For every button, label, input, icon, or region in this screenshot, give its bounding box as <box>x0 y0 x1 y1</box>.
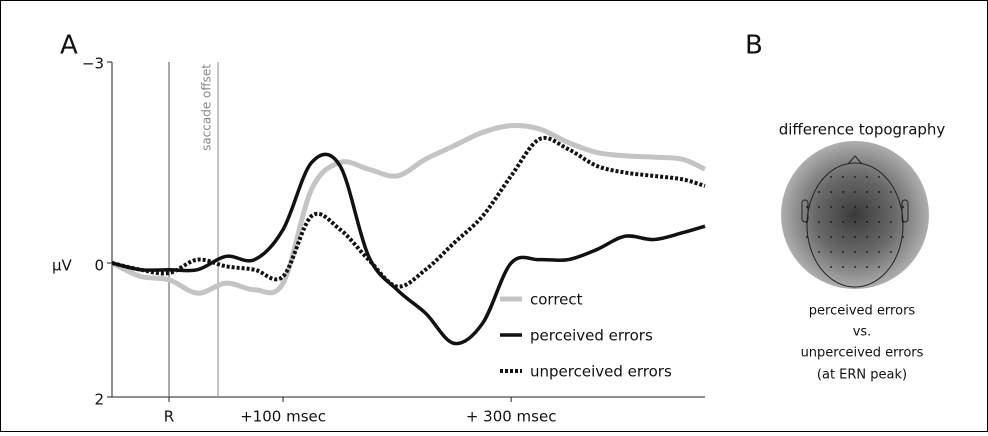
topography-caption: (at ERN peak) <box>817 368 907 383</box>
x-tick-label: +100 msec <box>240 408 326 426</box>
electrode <box>854 176 856 178</box>
legend-label: perceived errors <box>530 327 653 345</box>
x-tick-label: R <box>164 408 174 426</box>
electrode <box>818 191 820 193</box>
electrode <box>806 236 808 238</box>
y-tick-label: −3 <box>82 55 104 73</box>
electrode <box>866 191 868 193</box>
legend-label: correct <box>530 291 583 309</box>
panel-label: B <box>745 31 763 61</box>
electrode <box>878 251 880 253</box>
electrode <box>902 221 904 223</box>
electrode <box>842 266 844 268</box>
panel-label: A <box>60 31 78 61</box>
y-tick-label: 0 <box>94 257 104 275</box>
electrode <box>842 191 844 193</box>
electrode <box>842 236 844 238</box>
electrode <box>866 236 868 238</box>
electrode <box>902 206 904 208</box>
series-line <box>110 123 707 296</box>
electrode <box>890 251 892 253</box>
electrode <box>818 206 820 208</box>
electrode <box>878 236 880 238</box>
electrode <box>806 221 808 223</box>
electrode <box>854 191 856 193</box>
topography-caption: unperceived errors <box>801 346 924 361</box>
electrode <box>854 266 856 268</box>
electrode <box>878 191 880 193</box>
electrode <box>854 221 856 223</box>
electrode <box>842 251 844 253</box>
y-axis-label: µV <box>52 257 73 275</box>
legend-label: unperceived errors <box>530 363 672 381</box>
electrode <box>866 206 868 208</box>
y-tick-label: 2 <box>94 391 104 409</box>
electrode <box>830 176 832 178</box>
x-tick-label: + 300 msec <box>466 408 557 426</box>
electrode <box>890 221 892 223</box>
reference-label: saccade offset <box>200 64 214 151</box>
electrode <box>890 236 892 238</box>
electrode <box>878 266 880 268</box>
electrode <box>830 191 832 193</box>
electrode <box>866 266 868 268</box>
electrode <box>830 206 832 208</box>
series-line <box>111 136 706 289</box>
topography-map <box>781 141 929 289</box>
topography-title: difference topography <box>779 121 946 139</box>
electrode <box>830 251 832 253</box>
electrode <box>830 221 832 223</box>
electrode <box>878 206 880 208</box>
topography-caption: perceived errors <box>809 304 916 319</box>
electrode <box>890 191 892 193</box>
electrode <box>830 266 832 268</box>
electrode <box>866 176 868 178</box>
electrode <box>842 176 844 178</box>
electrode <box>854 206 856 208</box>
electrode <box>818 251 820 253</box>
electrode <box>854 236 856 238</box>
electrode <box>878 176 880 178</box>
electrode <box>866 221 868 223</box>
electrode <box>866 251 868 253</box>
electrode <box>818 236 820 238</box>
electrode <box>842 221 844 223</box>
electrode <box>830 236 832 238</box>
topography-caption: vs. <box>853 325 872 340</box>
electrode <box>818 221 820 223</box>
electrode <box>878 221 880 223</box>
electrode <box>806 206 808 208</box>
electrode <box>902 236 904 238</box>
electrode <box>854 251 856 253</box>
electrode <box>890 206 892 208</box>
electrode <box>842 206 844 208</box>
